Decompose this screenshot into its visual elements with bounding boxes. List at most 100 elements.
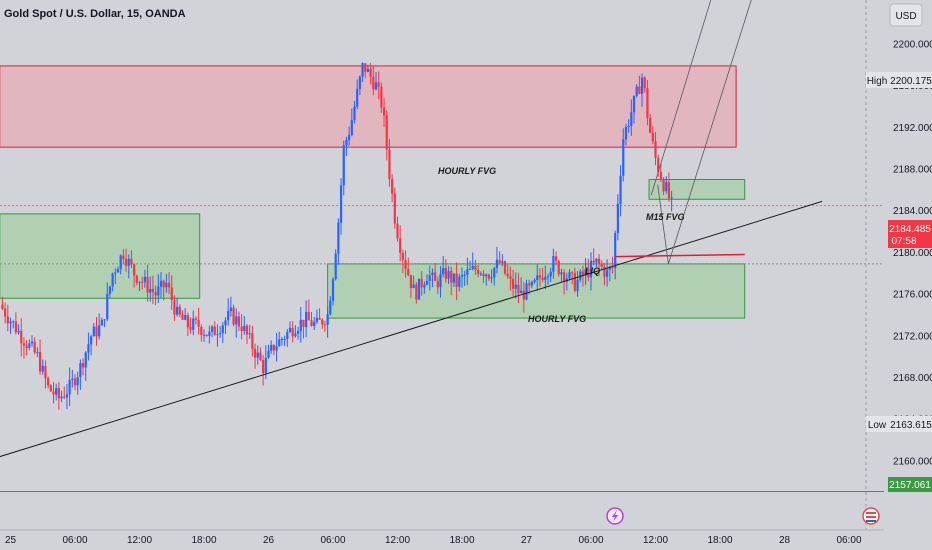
candle-body bbox=[213, 326, 216, 336]
current-price-badge: 2184.485 07:58 bbox=[888, 220, 932, 248]
candle-body bbox=[17, 330, 20, 333]
hourly-fvg-bottom-label: HOURLY FVG bbox=[528, 314, 586, 324]
candle-body bbox=[377, 82, 380, 87]
candle-body bbox=[361, 63, 364, 77]
green-line-value: 2157.061 bbox=[889, 480, 931, 491]
candle-body bbox=[654, 141, 657, 158]
candle-body bbox=[495, 259, 499, 268]
candle-body bbox=[130, 258, 133, 265]
candle-body bbox=[399, 238, 402, 253]
current-price-bg bbox=[888, 220, 932, 248]
drawn-line-arrow_1 bbox=[650, 0, 712, 196]
candle-body bbox=[68, 380, 71, 395]
low-label-bg bbox=[866, 416, 888, 432]
candle-body bbox=[71, 378, 74, 381]
low-marker: Low 2163.615 bbox=[866, 416, 932, 432]
candle-body bbox=[55, 388, 58, 395]
candle-body bbox=[503, 261, 507, 274]
x-tick-label: 28 bbox=[779, 535, 791, 546]
candle-body bbox=[458, 276, 461, 287]
candle-body bbox=[369, 68, 372, 78]
candle-body bbox=[557, 261, 560, 275]
candle-body bbox=[248, 333, 251, 335]
candle-body bbox=[302, 319, 305, 328]
chart-title: Gold Spot / U.S. Dollar, 15, OANDA bbox=[4, 8, 186, 20]
candle-body bbox=[200, 326, 203, 335]
y-tick-label: 2160.000 bbox=[893, 456, 932, 467]
y-tick-label: 2172.000 bbox=[893, 331, 932, 342]
candle-body bbox=[460, 275, 464, 277]
candle-body bbox=[404, 260, 407, 269]
candle-body bbox=[374, 82, 378, 90]
candle-body bbox=[1, 304, 4, 309]
candle-body bbox=[522, 290, 525, 300]
candle-body bbox=[90, 336, 93, 345]
candle-body bbox=[662, 180, 665, 192]
candle-body bbox=[393, 193, 396, 224]
candle-body bbox=[334, 253, 337, 280]
currency-button[interactable]: USD bbox=[889, 3, 923, 27]
candle-body bbox=[477, 269, 480, 274]
candle-body bbox=[554, 256, 558, 262]
candle-body bbox=[299, 319, 302, 331]
candle-body bbox=[272, 344, 275, 351]
candle-body bbox=[162, 280, 165, 288]
liq-label: LIQ bbox=[585, 266, 600, 276]
drawn-line-arrow_2_down bbox=[657, 184, 669, 264]
countdown-timer: 07:58 bbox=[891, 236, 916, 247]
candle-body bbox=[47, 378, 50, 386]
candle-body bbox=[493, 267, 496, 278]
candle-body bbox=[423, 284, 426, 288]
candle-body bbox=[22, 343, 26, 346]
candle-body bbox=[256, 352, 259, 358]
x-tick-label: 12:00 bbox=[385, 535, 410, 546]
candle-body bbox=[36, 352, 39, 354]
candle-body bbox=[167, 282, 171, 288]
candle-body bbox=[141, 281, 144, 283]
high-value: 2200.175 bbox=[890, 76, 932, 87]
candle-body bbox=[100, 319, 103, 326]
time-axis-bg bbox=[0, 530, 932, 550]
time-axis[interactable]: 25 06:00 12:00 18:00 26 06:00 12:00 18:00 27 06:0… bbox=[0, 529, 932, 550]
candle-body bbox=[286, 332, 289, 339]
candle-body bbox=[546, 276, 550, 278]
candle-body bbox=[235, 316, 238, 325]
candle-body bbox=[14, 321, 17, 333]
candle-body bbox=[114, 272, 117, 274]
candle-body bbox=[30, 341, 34, 344]
candle-body bbox=[173, 300, 176, 315]
x-tick-label: 06:00 bbox=[836, 535, 861, 546]
candle-body bbox=[431, 272, 434, 276]
candle-body bbox=[520, 290, 523, 294]
candle-body bbox=[133, 264, 136, 276]
candle-body bbox=[482, 273, 485, 277]
lightning-glyph bbox=[612, 510, 618, 522]
candle-body bbox=[49, 385, 52, 392]
candle-body bbox=[4, 308, 7, 317]
candle-body bbox=[536, 275, 539, 280]
candle-body bbox=[275, 346, 278, 351]
candle-body bbox=[409, 274, 413, 289]
candle-body bbox=[364, 63, 367, 72]
candle-body bbox=[643, 77, 646, 89]
candle-body bbox=[442, 268, 445, 275]
candle-body bbox=[568, 272, 571, 279]
candle-body bbox=[606, 269, 609, 277]
candle-body bbox=[659, 171, 662, 181]
candle-body bbox=[391, 178, 394, 194]
candle-body bbox=[159, 280, 163, 287]
candle-body bbox=[154, 292, 157, 296]
candle-body bbox=[259, 352, 262, 360]
candle-body bbox=[552, 256, 555, 272]
candle-body bbox=[92, 326, 95, 337]
event-flag-icon[interactable] bbox=[862, 507, 880, 525]
candle-body bbox=[651, 132, 654, 142]
x-tick-label: 18:00 bbox=[449, 535, 474, 546]
price-axis[interactable]: 2160.0002164.0002168.0002172.0002176.000… bbox=[865, 0, 932, 530]
candle-body bbox=[380, 86, 383, 108]
x-tick-label: 06:00 bbox=[62, 535, 87, 546]
candle-body bbox=[490, 277, 493, 279]
high-value-bg bbox=[888, 72, 932, 88]
event-lightning-icon[interactable] bbox=[606, 507, 624, 525]
